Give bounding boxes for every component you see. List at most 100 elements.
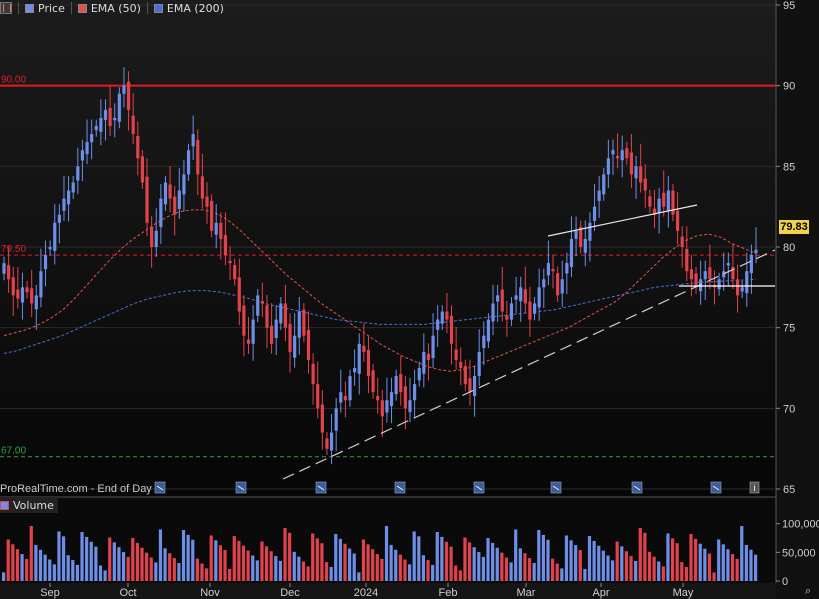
candle-body <box>611 150 615 155</box>
volume-bar <box>546 539 550 581</box>
candle-body <box>449 315 454 344</box>
candle-body <box>740 287 744 292</box>
volume-bar <box>34 544 38 581</box>
volume-legend[interactable]: Volume <box>0 497 58 513</box>
candle-body <box>689 269 694 280</box>
candle-body <box>459 361 463 368</box>
volume-bar <box>121 552 126 581</box>
price-panel <box>0 0 776 497</box>
candle-body <box>20 287 25 303</box>
volume-bar <box>426 560 430 581</box>
search-icon[interactable]: ⌕ <box>805 585 811 597</box>
candle-body <box>528 301 532 320</box>
candle-body <box>519 287 523 302</box>
candle-body <box>592 206 597 221</box>
volume-bar <box>75 564 80 581</box>
volume-bar <box>449 546 453 581</box>
legend-ema200[interactable]: EMA (200) <box>153 2 224 15</box>
candle-body <box>583 238 587 253</box>
candle-body <box>269 325 274 344</box>
candle-body <box>657 198 661 213</box>
volume-bar <box>384 526 389 581</box>
candle-body <box>297 311 301 338</box>
legend-ema50[interactable]: EMA (50) <box>77 2 141 15</box>
volume-bar <box>251 555 255 581</box>
candle-body <box>311 363 315 385</box>
candle-body <box>163 182 168 205</box>
candle-body <box>565 263 569 274</box>
time-axis-panel <box>0 583 776 599</box>
candle-body <box>385 400 389 413</box>
volume-bar <box>481 556 486 581</box>
volume-bar <box>463 537 467 581</box>
volume-bar <box>154 562 158 581</box>
candle-body <box>274 319 278 338</box>
candle-body <box>228 260 232 264</box>
y-tick-label: 90 <box>783 81 795 93</box>
candle-body <box>551 268 555 272</box>
volume-bar <box>643 532 647 581</box>
volume-bar <box>66 555 70 581</box>
candle-body <box>25 287 29 293</box>
volume-bar <box>652 556 656 581</box>
volume-bar <box>717 539 721 581</box>
candle-body <box>403 386 407 409</box>
candle-body <box>320 404 324 433</box>
candle-body <box>343 396 347 401</box>
volume-bar <box>398 554 402 581</box>
candle-body <box>57 214 61 223</box>
candle-body <box>251 319 255 344</box>
x-tick-label: Nov <box>200 587 220 599</box>
volume-bar <box>43 554 47 581</box>
volume-bar <box>108 537 112 581</box>
settings-icon[interactable] <box>0 2 12 14</box>
volume-bar <box>98 565 103 581</box>
volume-bar <box>412 531 416 581</box>
candle-body <box>662 192 666 207</box>
volume-bar <box>343 543 347 581</box>
candle-body <box>242 305 246 336</box>
volume-bar <box>509 562 513 581</box>
volume-bar <box>320 543 324 581</box>
volume-bar <box>366 544 370 581</box>
level-label: 79.50 <box>1 244 26 255</box>
level-label: 90.00 <box>1 75 26 86</box>
candle-body <box>214 222 218 235</box>
volume-bar <box>200 563 204 581</box>
candle-body <box>486 319 491 342</box>
candle-body <box>140 156 145 183</box>
volume-bar <box>204 568 209 581</box>
volume-bar <box>606 555 610 581</box>
legend-price[interactable]: Price <box>25 2 65 15</box>
candle-body <box>588 222 592 241</box>
candle-body <box>53 222 57 251</box>
volume-bar <box>329 566 333 581</box>
volume-bar <box>592 540 596 581</box>
volume-bar <box>25 558 29 581</box>
candle-body <box>532 303 537 314</box>
candle-body <box>703 271 707 280</box>
y-tick-label: 80 <box>783 242 795 254</box>
volume-bar <box>527 558 532 581</box>
volume-bar <box>29 526 33 581</box>
volume-bar <box>112 542 116 581</box>
volume-bar <box>288 532 292 581</box>
candle-body <box>117 93 121 122</box>
candle-body <box>735 279 740 296</box>
volume-bar <box>712 572 716 581</box>
volume-bar <box>168 553 172 581</box>
candle-body <box>196 139 200 175</box>
candle-body <box>708 267 712 280</box>
candle-body <box>366 349 371 377</box>
volume-tick-label: 0 <box>782 576 788 588</box>
volume-bar <box>209 535 213 581</box>
candle-body <box>417 368 421 381</box>
candle-body <box>85 142 89 155</box>
candle-body <box>329 432 334 451</box>
volume-bar <box>260 541 264 581</box>
volume-bar <box>597 545 601 581</box>
candle-body <box>648 196 652 207</box>
last-price-tag: 79.83 <box>779 220 809 234</box>
candle-body <box>293 335 297 358</box>
